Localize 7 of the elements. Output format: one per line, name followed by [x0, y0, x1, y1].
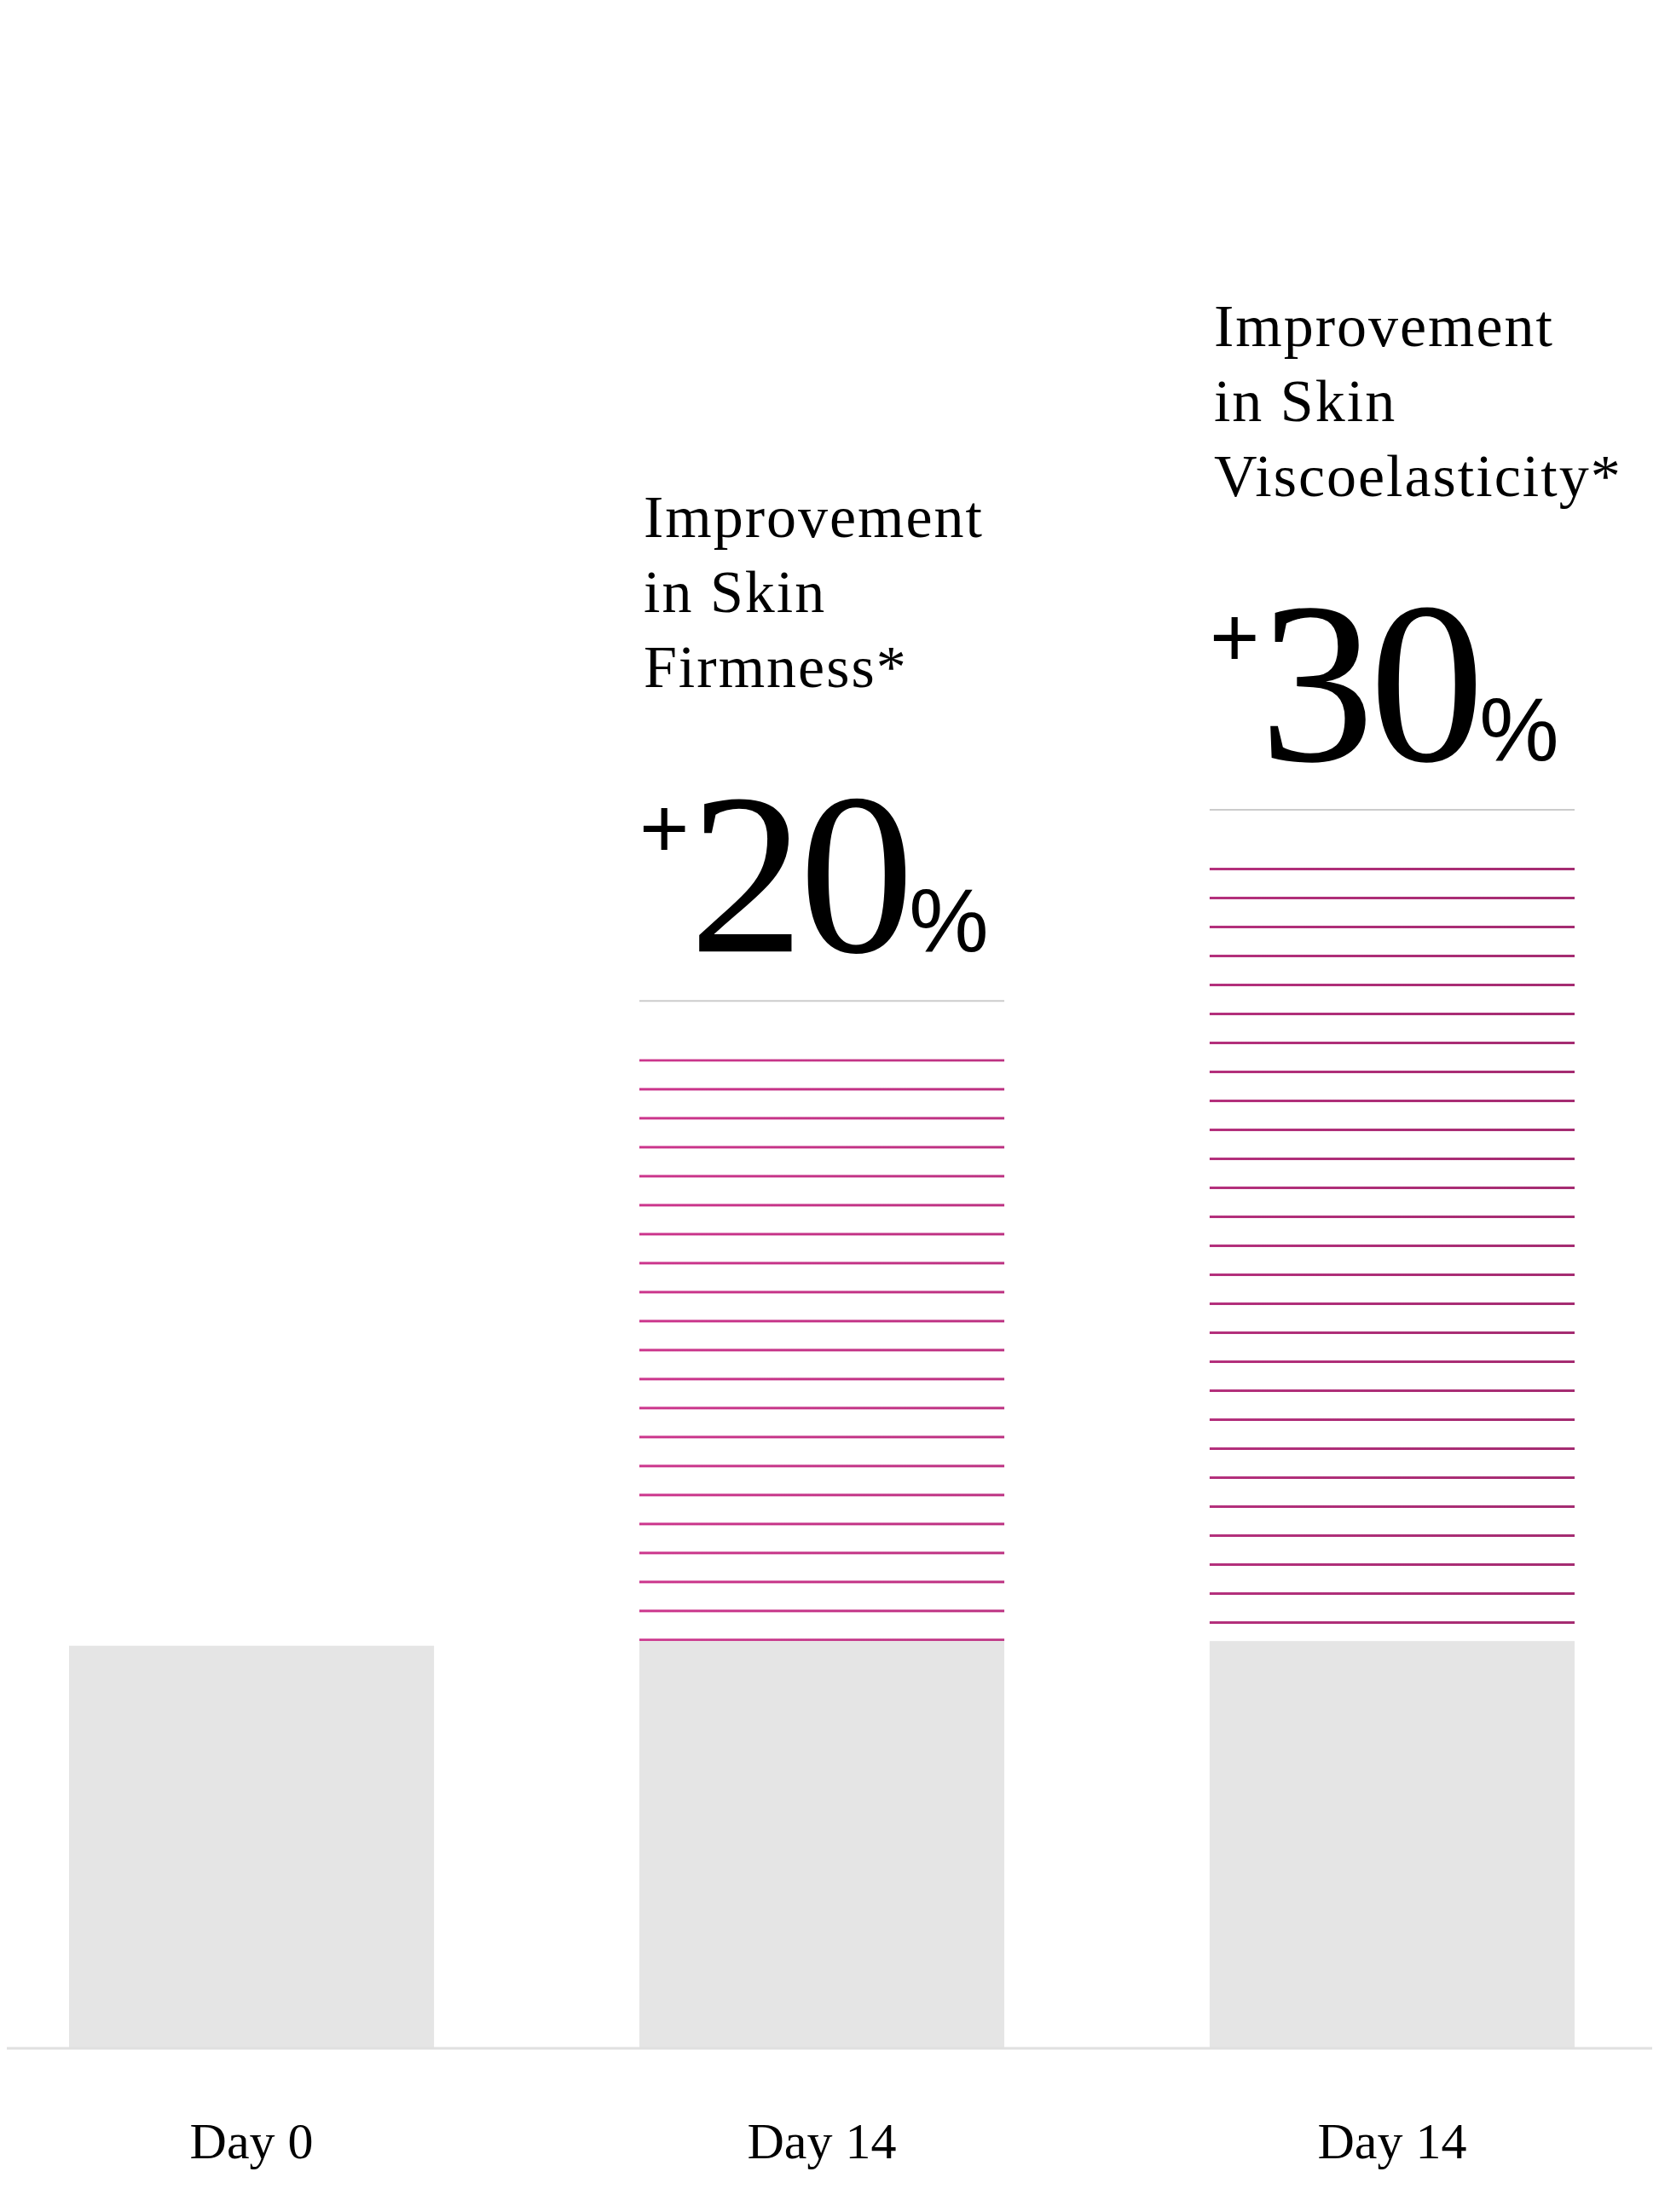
text: +30% — [1209, 555, 1559, 810]
annotation: +20% — [639, 746, 989, 1002]
x-tick-label: Day 14 — [747, 2113, 897, 2169]
text: Improvement in Skin Viscoelasticity* — [1213, 293, 1622, 509]
text: Improvement in Skin Firmness* — [643, 484, 985, 701]
x-tick-label: Day 14 — [1317, 2113, 1467, 2169]
x-tick-label: Day 0 — [189, 2113, 314, 2169]
